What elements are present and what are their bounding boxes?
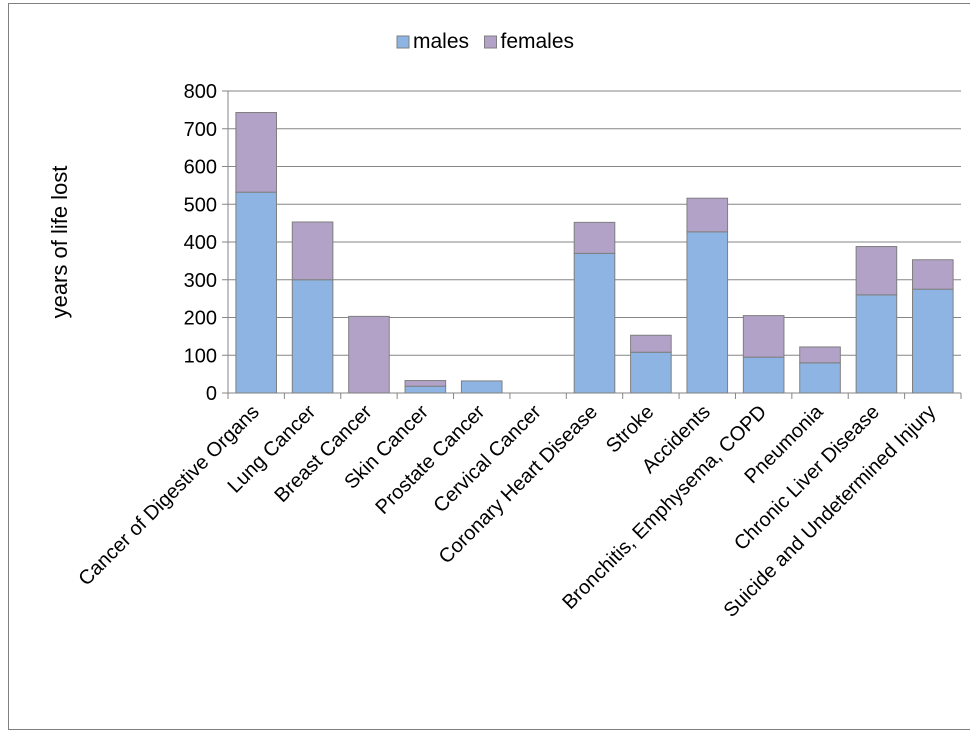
bar-males [404, 385, 447, 394]
bar-females [686, 197, 729, 233]
legend-swatch-females [484, 35, 497, 49]
y-tick-label: 600 [184, 157, 217, 179]
bar-females [348, 315, 390, 394]
bar-males [912, 288, 954, 394]
bar-females [404, 380, 447, 387]
bar-females [742, 315, 785, 358]
y-tick-label: 700 [184, 119, 217, 141]
y-axis-label: years of life lost [47, 166, 72, 319]
bar-males [855, 294, 898, 394]
y-tick-label: 0 [206, 383, 217, 405]
x-category-label: Breast Cancer [271, 401, 377, 507]
bar-males [630, 351, 672, 394]
bar-males [460, 380, 503, 394]
bar-males [291, 279, 334, 394]
y-tick-label: 200 [184, 308, 217, 330]
legend-label-males: males [413, 30, 469, 53]
chart-frame: 0 100 200 300 400 500 600 700 800 Cancer of Diges… [8, 3, 970, 730]
bar-females [912, 259, 954, 290]
legend-label-females: females [501, 30, 575, 53]
y-tick-label: 300 [184, 270, 217, 292]
bar-males [799, 362, 841, 394]
y-tick-label: 500 [184, 194, 217, 216]
bar-males [573, 252, 616, 394]
y-tick-label: 100 [184, 345, 217, 367]
bar-males [686, 231, 729, 394]
y-tick-label: 800 [184, 81, 217, 103]
bar-females [855, 246, 898, 296]
x-category-label: Cancer of Digestive Organs [74, 401, 263, 590]
bar-females [799, 346, 841, 364]
bar-females [630, 334, 672, 353]
stacked-bar-chart: 0 100 200 300 400 500 600 700 800 Cancer of Diges… [47, 30, 962, 622]
bar-males [235, 191, 277, 394]
x-category-label: Bronchitis, Emphysema, COPD [558, 401, 771, 614]
y-tick-label: 400 [184, 232, 217, 254]
legend-swatch-males [396, 35, 410, 49]
bar-females [573, 221, 616, 254]
bar-females [235, 112, 277, 193]
bar-females [291, 221, 334, 281]
bar-males [742, 356, 785, 394]
